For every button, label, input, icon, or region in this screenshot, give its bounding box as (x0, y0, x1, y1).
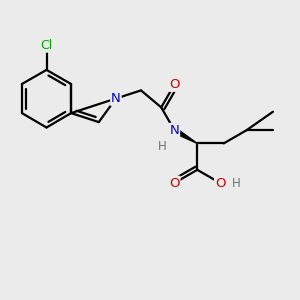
Text: N: N (169, 124, 179, 137)
Text: H: H (158, 140, 167, 153)
Text: H: H (232, 176, 240, 190)
Text: N: N (111, 92, 121, 105)
Text: O: O (169, 176, 180, 190)
Text: O: O (169, 78, 180, 91)
Text: Cl: Cl (40, 39, 52, 52)
Polygon shape (173, 128, 197, 143)
Text: O: O (215, 176, 225, 190)
